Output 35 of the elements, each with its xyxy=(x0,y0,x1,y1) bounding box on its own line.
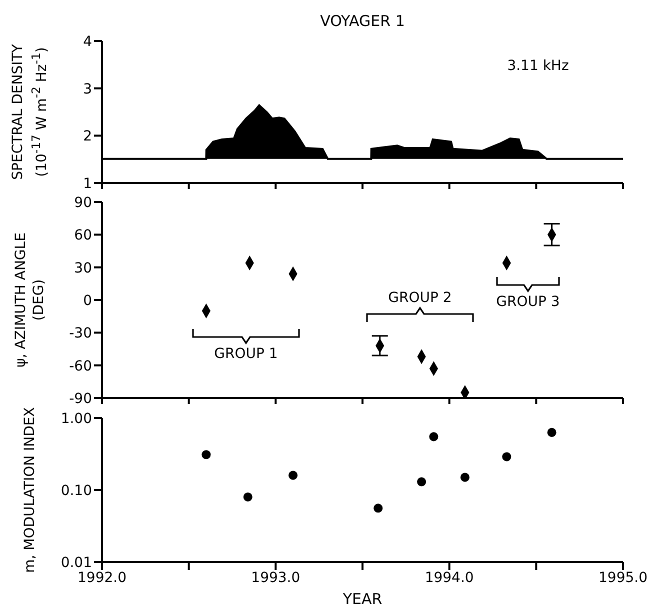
chart-title: VOYAGER 1 xyxy=(319,12,406,30)
y-tick-label: 30 xyxy=(74,260,92,276)
point xyxy=(243,492,252,502)
point xyxy=(374,504,383,513)
y-tick-label: 3 xyxy=(83,81,92,98)
y-tick-label: 0.10 xyxy=(60,482,92,499)
y-tick-label: 2 xyxy=(83,128,92,145)
point xyxy=(502,452,512,462)
y-axis-title: m, MODULATION INDEX xyxy=(21,407,39,573)
y-axis-title: ψ, AZIMUTH ANGLE (DEG) xyxy=(12,232,48,368)
annotation: 3.11 kHz xyxy=(507,58,569,74)
x-tick-label: 1995.0 xyxy=(598,570,648,586)
y-tick-label: 4 xyxy=(83,34,92,50)
point xyxy=(429,432,438,442)
y-tick-label: -60 xyxy=(69,358,92,374)
y-tick-label: 90 xyxy=(74,194,92,211)
annotation: GROUP 3 xyxy=(496,294,560,310)
y-tick-label: 0 xyxy=(83,292,92,309)
y-tick-label: 1.00 xyxy=(60,410,92,427)
x-tick-label: 1994.0 xyxy=(424,570,474,586)
point xyxy=(202,450,211,460)
y-tick-label: -30 xyxy=(69,326,92,342)
x-axis-title: YEAR xyxy=(342,590,384,608)
annotation: GROUP 1 xyxy=(214,346,278,362)
point xyxy=(417,477,426,486)
point xyxy=(547,428,556,437)
x-tick-label: 1993.0 xyxy=(251,570,300,586)
y-tick-label: 1 xyxy=(83,176,92,192)
y-tick-label: -90 xyxy=(69,390,92,407)
x-tick-label: 1992.0 xyxy=(78,570,126,586)
y-tick-label: 0.01 xyxy=(60,554,92,571)
y-tick-label: 60 xyxy=(74,228,92,244)
annotation: GROUP 2 xyxy=(388,290,452,306)
point xyxy=(460,472,470,482)
point xyxy=(288,470,298,480)
